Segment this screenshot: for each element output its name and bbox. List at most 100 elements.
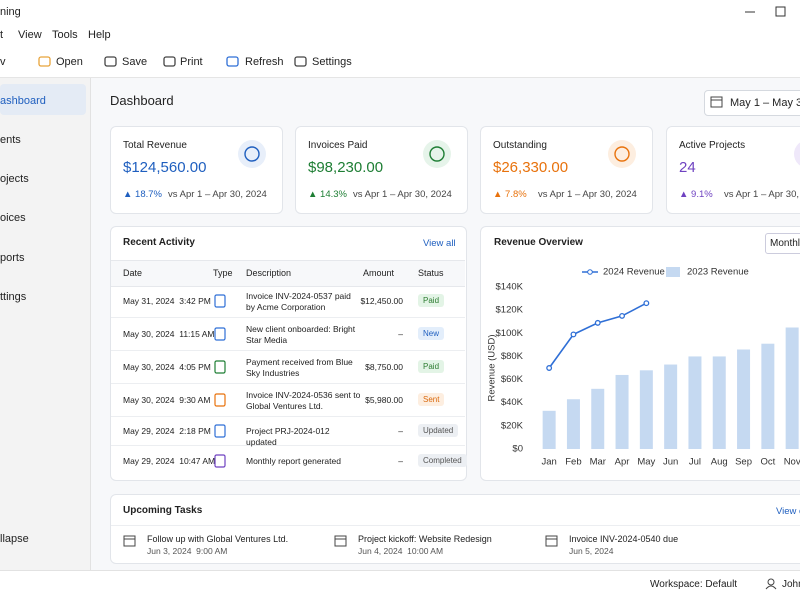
bar	[615, 374, 629, 449]
legend-swatch	[666, 267, 680, 277]
toolbar-button[interactable]: Refresh	[245, 56, 284, 68]
task-date: Jun 4, 2024 10:00 AM	[358, 546, 444, 556]
kpi-title: Active Projects	[679, 140, 746, 151]
row-type-icon	[214, 454, 226, 468]
row-date: May 31, 2024 3:42 PM	[123, 296, 211, 306]
status-badge: Paid	[418, 360, 445, 373]
bar	[761, 343, 775, 449]
x-tick-label: Sep	[735, 457, 752, 468]
row-amount: $5,980.00	[365, 395, 403, 405]
status-bar	[0, 570, 800, 600]
sidebar-selected	[0, 84, 86, 115]
sidebar	[0, 78, 91, 570]
menu-item[interactable]: Help	[88, 29, 111, 41]
row-description: Project PRJ-2024-012 updated	[246, 426, 330, 447]
status-badge: New	[418, 327, 445, 340]
sidebar-item[interactable]: ports	[0, 252, 25, 264]
kpi-comparison: vs Apr 1 – Apr 30, 2024	[168, 189, 267, 200]
toolbar-button[interactable]: Settings	[312, 56, 352, 68]
bar	[639, 370, 653, 449]
x-tick-label: Oct	[760, 457, 775, 468]
task-icon	[123, 535, 136, 547]
kpi-title: Total Revenue	[123, 140, 187, 151]
status-badge: Completed	[418, 454, 467, 467]
legend-label: 2024 Revenue	[603, 267, 665, 278]
toolbar-button[interactable]: Save	[122, 56, 148, 68]
period-label: Monthl	[770, 238, 800, 249]
y-tick-label: $140K	[496, 282, 524, 293]
view-all-link[interactable]: View all	[423, 238, 456, 249]
sidebar-item[interactable]: ents	[0, 134, 21, 146]
x-tick-label: Jun	[663, 457, 678, 468]
column-header: Description	[246, 268, 292, 278]
kpi-title: Outstanding	[493, 140, 547, 151]
bar	[737, 349, 751, 449]
user[interactable]: John	[782, 579, 800, 590]
menu-item[interactable]: t	[0, 29, 4, 41]
toolbar-button[interactable]: Print	[180, 56, 203, 68]
calendar-icon	[710, 96, 723, 108]
line-point	[546, 365, 553, 371]
x-tick-label: Jul	[689, 457, 701, 468]
sidebar-collapse[interactable]: llapse	[0, 533, 29, 545]
kpi-card	[666, 126, 800, 214]
task-title: Follow up with Global Ventures Ltd.	[147, 534, 289, 544]
y-tick-label: $40K	[501, 397, 524, 408]
line-point	[643, 300, 650, 307]
kpi-value: $98,230.00	[308, 159, 384, 176]
kpi-comparison: vs Apr 1 – Apr 30, 2	[724, 189, 800, 200]
date-picker[interactable]	[704, 90, 800, 116]
toolbar	[0, 46, 800, 78]
y-tick-label: $60K	[501, 374, 524, 385]
column-header: Amount	[363, 268, 395, 278]
row-amount: –	[398, 329, 403, 339]
panel-title: Recent Activity	[123, 237, 195, 248]
toolbar-button[interactable]: Open	[56, 56, 83, 68]
user-icon	[765, 578, 777, 590]
menu-item[interactable]: Tools	[52, 29, 78, 41]
toolbar-button[interactable]: v	[0, 56, 6, 68]
row-type-icon	[214, 360, 226, 374]
status-badge: Sent	[418, 393, 445, 406]
sidebar-item[interactable]: oices	[0, 212, 26, 224]
row-divider	[111, 416, 465, 417]
column-header: Date	[123, 268, 143, 278]
x-tick-label: Feb	[565, 457, 581, 468]
menu-item[interactable]: View	[18, 29, 42, 41]
x-tick-label: May	[637, 457, 655, 468]
column-header: Type	[213, 268, 233, 278]
status-badge: Paid	[418, 294, 445, 307]
row-amount: –	[398, 426, 403, 436]
chart: $0 $20K $40K $60K $80K $100K $120K $140K Revenue…	[487, 267, 800, 468]
x-tick-label: Nov	[784, 457, 800, 468]
y-tick-label: $0	[512, 444, 523, 455]
menu-bar	[0, 24, 800, 46]
window-controls[interactable]	[740, 4, 800, 20]
sidebar-item[interactable]: ashboard	[0, 95, 46, 107]
sidebar-item[interactable]: ttings	[0, 291, 27, 303]
row-divider	[111, 317, 465, 318]
view-link[interactable]: View ca	[776, 506, 800, 517]
task-date: Jun 3, 2024 9:00 AM	[147, 546, 228, 556]
sidebar-item[interactable]: ojects	[0, 173, 29, 185]
kpi-value: $124,560.00	[123, 159, 207, 176]
status-badge: Updated	[418, 424, 459, 437]
kpi-comparison: vs Apr 1 – Apr 30, 2024	[353, 189, 452, 200]
workspace[interactable]: Workspace: Default	[650, 579, 738, 590]
x-tick-label: Aug	[711, 457, 728, 468]
bar	[712, 356, 726, 449]
row-date: May 30, 2024 4:05 PM	[123, 362, 211, 372]
row-type-icon	[214, 424, 226, 438]
kpi-change: ▲ 7.8%	[493, 189, 527, 200]
line-point	[594, 319, 601, 326]
kpi-icon	[794, 142, 800, 166]
panel-title: Upcoming Tasks	[123, 505, 203, 516]
period-select[interactable]	[765, 233, 800, 254]
legend-label: 2023 Revenue	[687, 267, 749, 278]
bar	[688, 356, 702, 449]
title-bar	[0, 0, 800, 24]
line-point	[619, 312, 625, 319]
x-tick-label: Mar	[590, 457, 606, 468]
kpi-icon	[608, 140, 636, 168]
